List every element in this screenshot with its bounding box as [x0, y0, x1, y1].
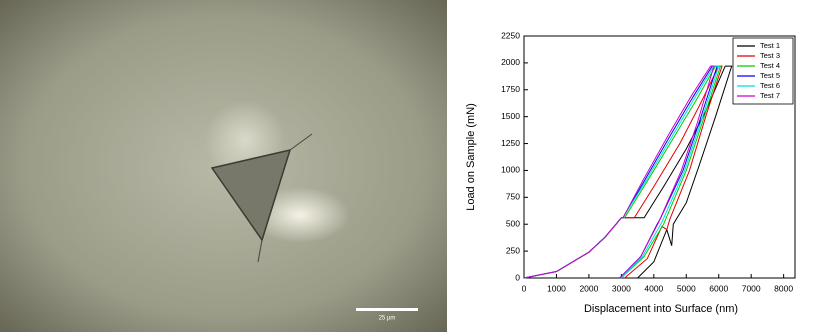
x-tick-label: 0	[522, 283, 527, 293]
y-tick-label: 1250	[501, 138, 520, 148]
crack	[257, 239, 263, 263]
x-tick-label: 6000	[709, 283, 728, 293]
legend-label: Test 7	[760, 91, 780, 100]
x-tick-label: 8000	[774, 283, 793, 293]
legend-label: Test 6	[760, 81, 780, 90]
y-tick-label: 250	[506, 245, 520, 255]
reflection	[250, 187, 350, 243]
x-tick-label: 2000	[579, 283, 598, 293]
y-tick-label: 500	[506, 218, 520, 228]
legend-box	[732, 37, 794, 105]
y-tick-label: 1500	[501, 111, 520, 121]
y-tick-label: 2250	[501, 30, 520, 40]
legend-label: Test 3	[760, 51, 780, 60]
x-tick-label: 4000	[644, 283, 663, 293]
micrograph: 25 µm	[0, 0, 447, 332]
x-axis-label: Displacement into Surface (nm)	[584, 303, 738, 315]
x-tick-label: 3000	[612, 283, 631, 293]
scale-bar	[356, 308, 418, 311]
legend-label: Test 1	[760, 41, 780, 50]
series-line	[523, 65, 720, 279]
x-tick-label: 5000	[677, 283, 696, 293]
y-tick-label: 2000	[501, 57, 520, 67]
x-tick-label: 7000	[742, 283, 761, 293]
series-line	[523, 65, 722, 279]
indent	[210, 148, 292, 242]
series-line	[523, 65, 733, 279]
plot-area	[523, 35, 796, 279]
y-axis-label: Load on Sample (mN)	[465, 103, 477, 211]
y-tick-label: 1750	[501, 84, 520, 94]
series-line	[523, 65, 715, 279]
y-tick-label: 0	[515, 272, 520, 282]
y-tick-label: 750	[506, 192, 520, 202]
x-tick-label: 1000	[547, 283, 566, 293]
series-line	[523, 65, 718, 279]
legend-label: Test 4	[760, 61, 780, 70]
legend-label: Test 5	[760, 71, 780, 80]
y-tick-label: 1000	[501, 165, 520, 175]
crack	[289, 133, 313, 151]
chart: Displacement into Surface (nm) Load on S…	[465, 30, 796, 315]
scale-bar-label: 25 µm	[379, 316, 396, 322]
